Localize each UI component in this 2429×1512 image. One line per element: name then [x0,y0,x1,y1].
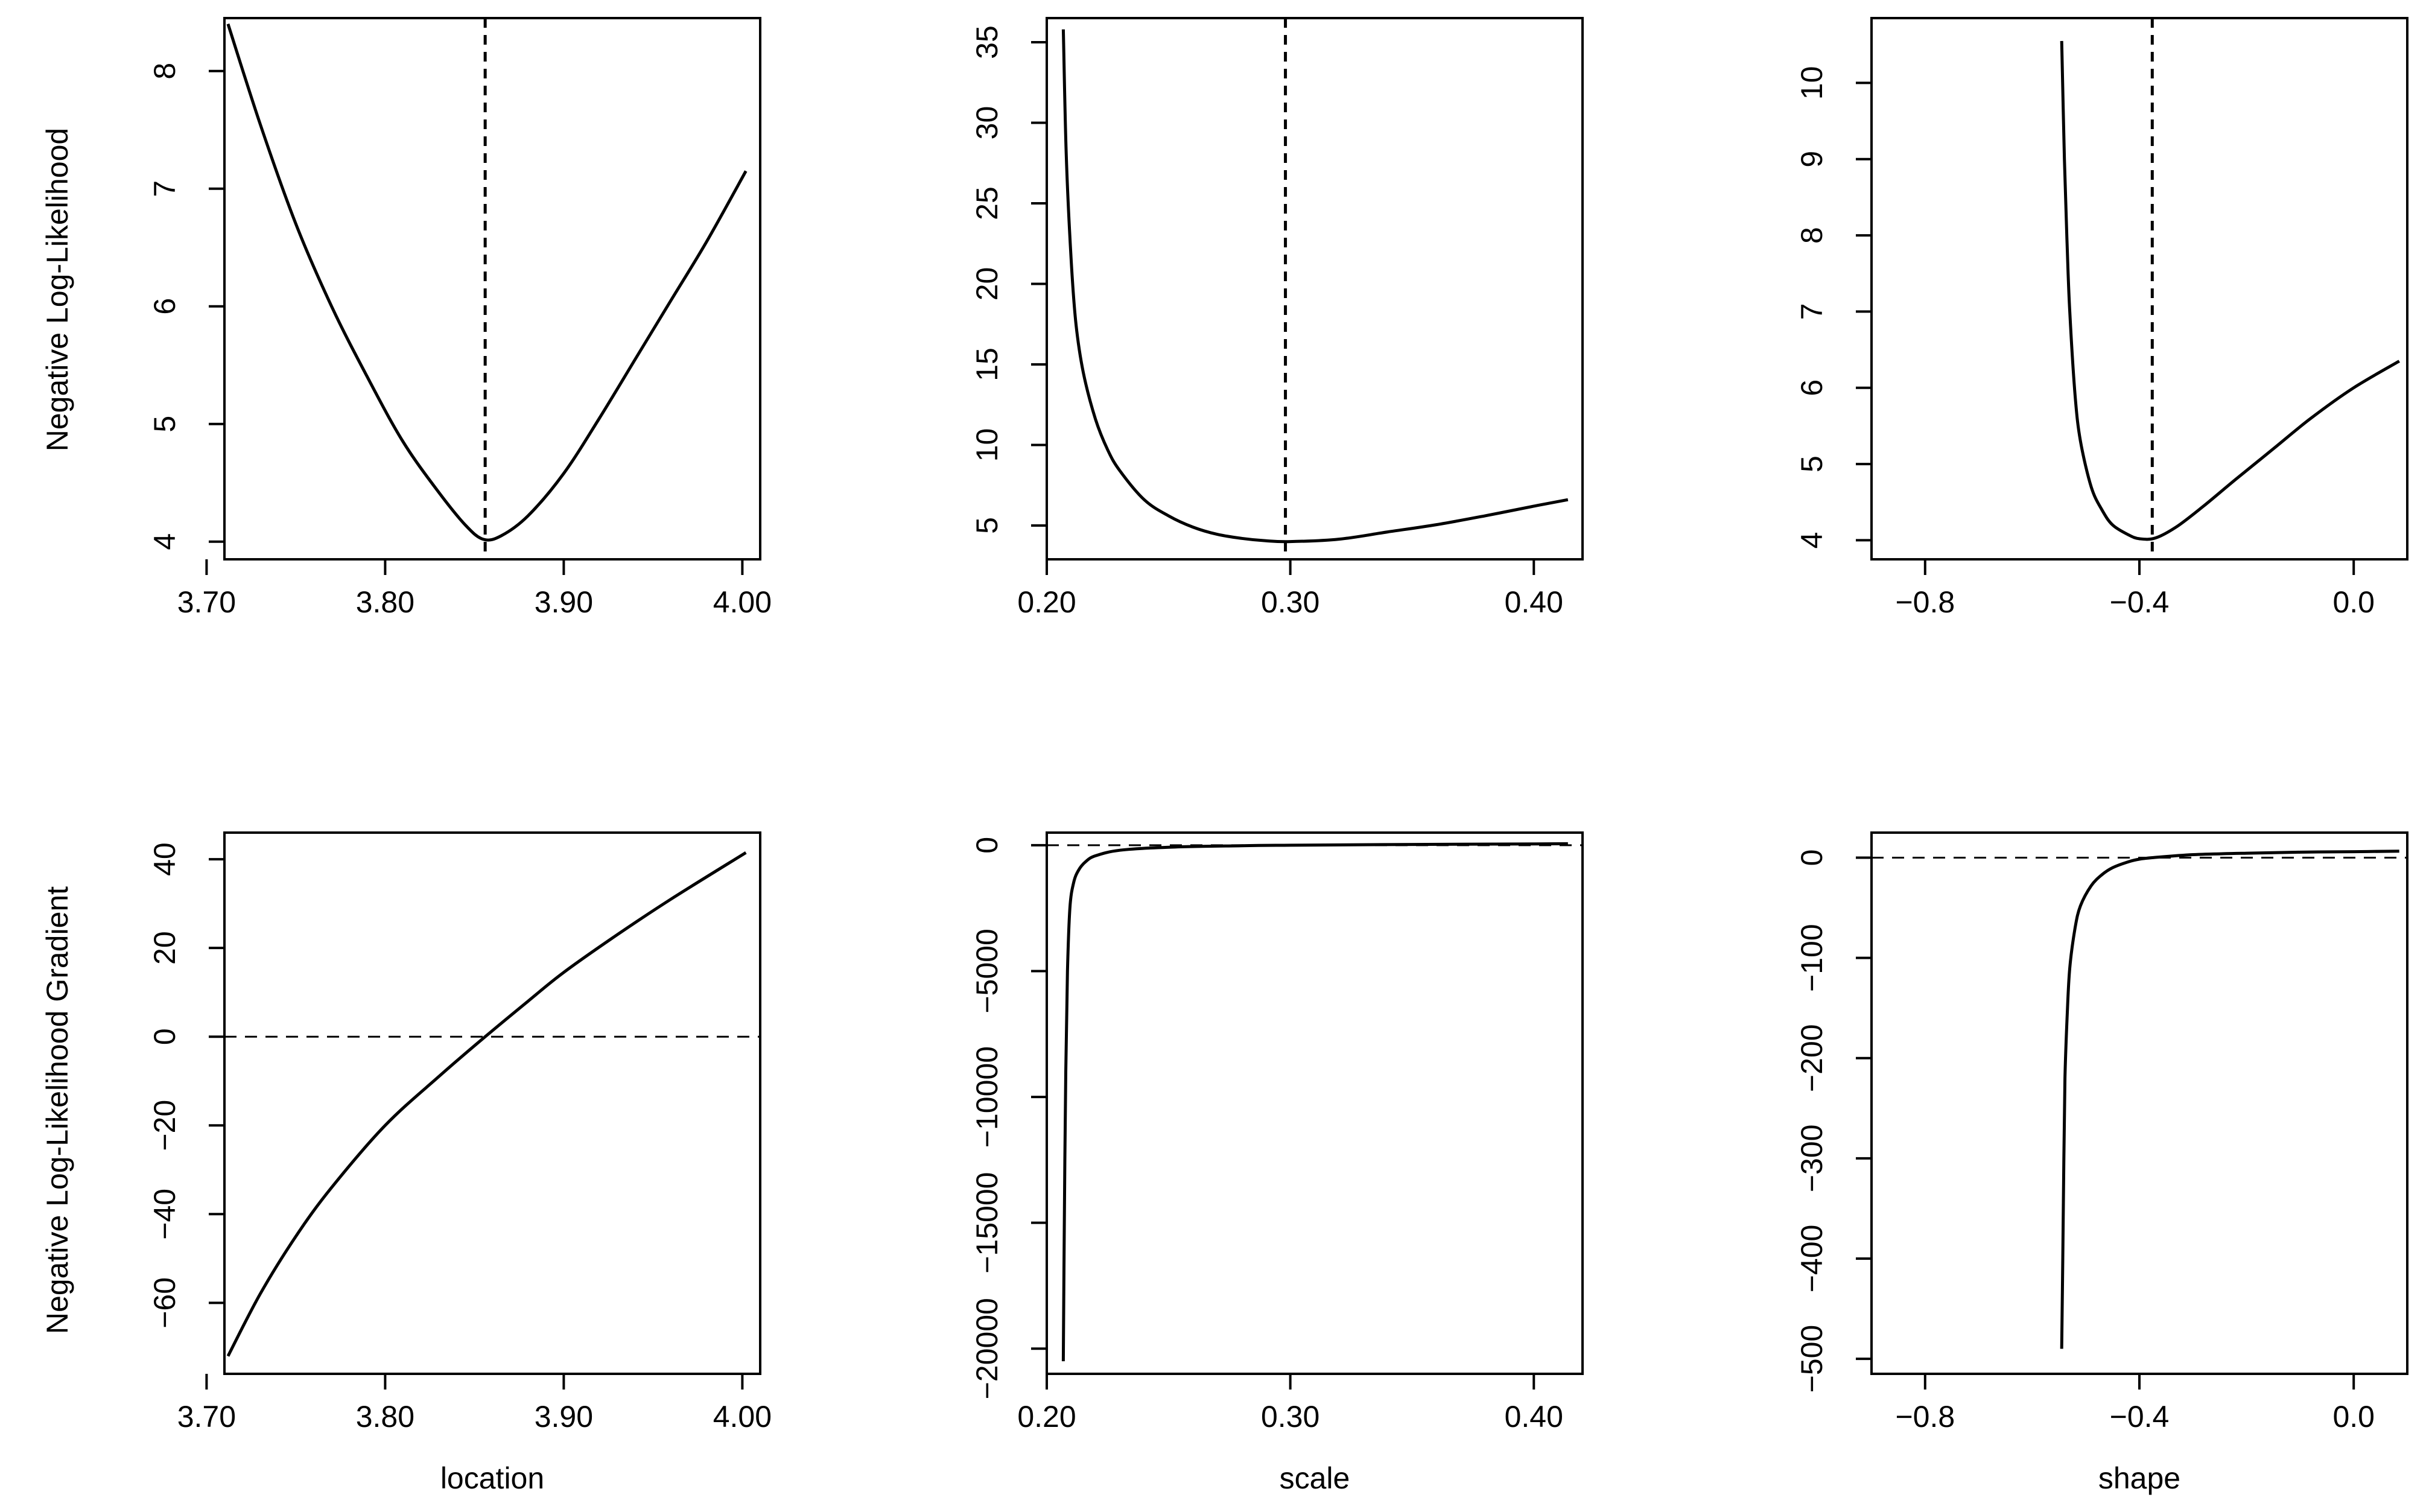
nll-shape-y-tick-label: 5 [1795,456,1829,472]
grad-shape-x-tick-label: 0.0 [2332,1400,2375,1434]
y-label-bottom: Negative Log-Likelihood Gradient [40,886,74,1334]
nll-scale-y-tick-label: 30 [970,106,1004,140]
grad-location-x-tick-label: 3.80 [356,1400,414,1434]
grad-location-y-tick-label: 0 [148,1028,182,1045]
nll-scale-x-tick-label: 0.40 [1505,585,1563,619]
grad-shape-y-tick-label: −200 [1795,1024,1829,1092]
nll-shape-x-tick-label: −0.4 [2110,585,2170,619]
panel-nll-shape: −0.8 −0.4 0.0 4 5 6 7 8 9 10 [1795,17,2408,619]
panel-nll-scale: 0.20 0.30 0.40 5 10 15 20 25 30 35 [970,17,1584,619]
grad-shape-y-tick-label: −300 [1795,1125,1829,1193]
nll-scale-plot-frame [1046,17,1584,561]
grad-scale-series-line [1061,842,1568,1362]
nll-scale-x-tick-label: 0.30 [1261,585,1319,619]
grad-location-y-tick-label: −20 [148,1100,182,1151]
nll-scale-y-tick-label: 20 [970,267,1004,301]
nll-location-x-tick-label: 3.90 [535,585,593,619]
grad-scale-x-axis-label: scale [1280,1461,1350,1495]
grad-shape-x-tick-label: −0.4 [2110,1400,2170,1434]
nll-location-y-tick-label: 6 [148,298,182,315]
nll-shape-y-tick-label: 6 [1795,380,1829,396]
nll-location-y-tick-label: 7 [148,180,182,197]
grad-location-y-tick-label: −40 [148,1189,182,1240]
nll-shape-y-tick-label: 9 [1795,151,1829,168]
grad-location-y-tick-label: 20 [148,931,182,965]
nll-shape-series-line [2060,40,2400,541]
grad-scale-x-tick-label: 0.30 [1261,1400,1319,1434]
nll-scale-x-tick-label: 0.20 [1017,585,1076,619]
panel-grad-location: 3.70 3.80 3.90 4.00 −60 −40 −20 0 20 40 location [148,831,772,1495]
grad-location-x-axis-label: location [440,1461,544,1495]
grad-location-x-tick-label: 4.00 [713,1400,772,1434]
grad-location-x-tick-label: 3.90 [535,1400,593,1434]
nll-shape-x-tick-label: −0.8 [1895,585,1955,619]
grad-scale-y-tick-label: −5000 [970,929,1004,1013]
nll-shape-y-tick-label: 8 [1795,227,1829,244]
nll-scale-y-tick-label: 15 [970,348,1004,381]
panel-nll-location: 3.70 3.80 3.90 4.00 4 5 6 7 8 [148,17,772,619]
grad-shape-x-axis-label: shape [2098,1461,2180,1495]
nll-location-x-tick-label: 4.00 [713,585,772,619]
grad-scale-y-tick-label: −15000 [970,1172,1004,1274]
nll-scale-series-line [1061,29,1569,544]
nll-location-y-tick-label: 8 [148,63,182,80]
grad-shape-x-tick-label: −0.8 [1895,1400,1955,1434]
nll-location-x-tick-label: 3.70 [177,585,236,619]
grad-scale-y-tick-label: −10000 [970,1046,1004,1148]
grad-location-series-line [226,851,747,1357]
nll-location-series-line [226,23,748,542]
grad-location-x-tick-label: 3.70 [177,1400,236,1434]
grad-scale-x-tick-label: 0.40 [1505,1400,1563,1434]
nll-location-y-tick-label: 4 [148,533,182,550]
grad-location-y-tick-label: 40 [148,842,182,876]
nll-scale-y-tick-label: 5 [970,517,1004,534]
grad-scale-plot-frame [1046,831,1584,1375]
nll-shape-y-tick-label: 10 [1795,66,1829,100]
nll-location-plot-frame [223,17,761,561]
grad-shape-y-tick-label: −500 [1795,1325,1829,1393]
nll-scale-y-tick-label: 25 [970,186,1004,220]
grad-scale-y-tick-label: −20000 [970,1298,1004,1399]
grad-shape-y-tick-label: −100 [1795,924,1829,992]
nll-scale-y-tick-label: 35 [970,25,1004,59]
nll-shape-y-tick-label: 7 [1795,303,1829,320]
grad-location-y-tick-label: −60 [148,1277,182,1329]
nll-shape-y-tick-label: 4 [1795,532,1829,549]
nll-location-y-tick-label: 5 [148,416,182,433]
grad-location-plot-frame [223,831,761,1375]
panel-grad-scale: 0.20 0.30 0.40 −20000 −15000 −10000 −5000 0 scal… [970,831,1584,1495]
nll-location-x-tick-label: 3.80 [356,585,414,619]
nll-scale-y-tick-label: 10 [970,428,1004,462]
grad-shape-series-line [2060,850,2399,1349]
grad-shape-y-tick-label: 0 [1795,850,1829,866]
panel-grad-shape: −0.8 −0.4 0.0 −500 −400 −300 −200 −100 0 shape [1795,831,2408,1495]
grad-scale-x-tick-label: 0.20 [1017,1400,1076,1434]
y-label-top: Negative Log-Likelihood [40,128,74,451]
nll-shape-x-tick-label: 0.0 [2332,585,2375,619]
grad-shape-y-tick-label: −400 [1795,1225,1829,1293]
grad-scale-y-tick-label: 0 [970,837,1004,854]
